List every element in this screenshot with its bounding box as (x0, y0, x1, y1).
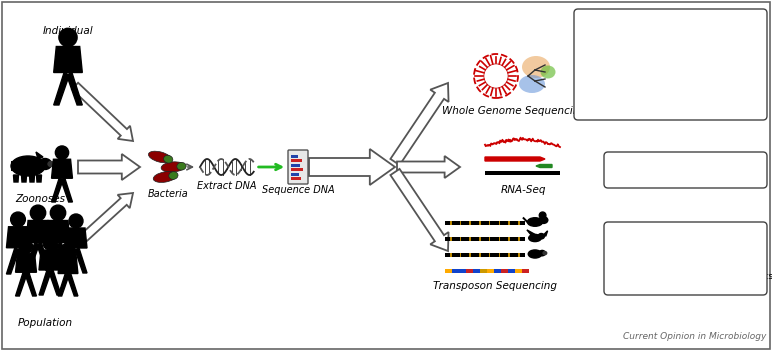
Polygon shape (22, 175, 26, 182)
Polygon shape (6, 227, 29, 248)
Text: Transposon Sequencing: Transposon Sequencing (433, 281, 557, 291)
Circle shape (62, 243, 74, 256)
Bar (469, 221, 471, 225)
Bar (291, 155, 298, 158)
Ellipse shape (528, 250, 542, 258)
Bar (452, 269, 459, 273)
Circle shape (59, 28, 77, 46)
Bar (459, 221, 461, 225)
Bar (469, 237, 471, 241)
Polygon shape (67, 273, 78, 296)
Polygon shape (397, 156, 460, 178)
Polygon shape (58, 273, 69, 296)
Polygon shape (25, 272, 36, 296)
Polygon shape (54, 46, 83, 73)
Text: RNA-Seq: RNA-Seq (500, 185, 546, 195)
FancyArrow shape (485, 157, 545, 161)
Bar (445, 253, 525, 257)
Ellipse shape (539, 250, 545, 256)
Polygon shape (46, 220, 70, 243)
Polygon shape (544, 231, 547, 236)
Bar (485, 171, 560, 175)
Ellipse shape (169, 172, 178, 179)
Polygon shape (78, 154, 140, 180)
Circle shape (50, 205, 66, 220)
FancyBboxPatch shape (604, 222, 767, 295)
Ellipse shape (48, 161, 54, 166)
Bar (466, 269, 472, 273)
Text: Current Opinion in Microbiology: Current Opinion in Microbiology (623, 332, 766, 341)
Circle shape (30, 205, 46, 220)
Polygon shape (52, 178, 63, 202)
Bar (479, 253, 481, 257)
Polygon shape (36, 175, 42, 182)
Polygon shape (46, 243, 59, 270)
Bar (508, 269, 515, 273)
Circle shape (43, 236, 57, 250)
Bar (501, 269, 508, 273)
FancyBboxPatch shape (574, 9, 767, 120)
Polygon shape (72, 83, 133, 141)
Bar (518, 237, 520, 241)
Bar (450, 253, 452, 257)
Text: Bacteria: Bacteria (147, 189, 188, 199)
Text: - Evolution of pathogenic clones: - Evolution of pathogenic clones (585, 67, 731, 76)
Ellipse shape (39, 159, 52, 170)
Text: - Within host diversification: - Within host diversification (585, 23, 709, 32)
Ellipse shape (148, 151, 171, 163)
Polygon shape (61, 178, 73, 202)
Text: - Local and global transmission: - Local and global transmission (585, 45, 726, 54)
Bar (508, 221, 510, 225)
Bar (450, 221, 452, 225)
Text: Sequence DNA: Sequence DNA (262, 185, 334, 195)
Polygon shape (58, 256, 78, 273)
Circle shape (474, 54, 518, 98)
Polygon shape (49, 270, 61, 295)
Polygon shape (15, 253, 36, 272)
Bar (518, 253, 520, 257)
Text: - Genes for tissue specificity: - Genes for tissue specificity (614, 253, 743, 262)
Polygon shape (65, 248, 77, 273)
Bar (459, 253, 461, 257)
Bar (489, 253, 490, 257)
FancyBboxPatch shape (604, 152, 767, 188)
Polygon shape (26, 220, 50, 243)
Polygon shape (65, 228, 87, 248)
Bar (508, 237, 510, 241)
Ellipse shape (519, 75, 545, 93)
Bar (522, 269, 529, 273)
Ellipse shape (164, 155, 173, 163)
Text: Individual: Individual (42, 26, 93, 36)
FancyArrow shape (536, 165, 552, 167)
Text: Whole Genome Sequencing: Whole Genome Sequencing (442, 106, 586, 116)
Text: Zoonoses: Zoonoses (15, 194, 65, 204)
Bar (487, 269, 494, 273)
Bar (489, 237, 490, 241)
Ellipse shape (527, 218, 543, 226)
Bar (494, 269, 501, 273)
Polygon shape (309, 149, 395, 185)
Text: - Global gene expression analysis: - Global gene expression analysis (614, 160, 766, 169)
Ellipse shape (540, 217, 548, 224)
Polygon shape (75, 193, 133, 246)
Bar (291, 177, 301, 180)
Ellipse shape (154, 172, 177, 183)
Bar (479, 237, 481, 241)
Bar (499, 253, 500, 257)
Ellipse shape (540, 66, 556, 79)
Bar (479, 221, 481, 225)
Polygon shape (39, 270, 51, 295)
Polygon shape (52, 159, 73, 178)
Polygon shape (57, 243, 70, 270)
Bar (489, 221, 490, 225)
Bar (473, 269, 479, 273)
Polygon shape (6, 248, 19, 274)
FancyBboxPatch shape (288, 150, 308, 184)
Bar (480, 269, 486, 273)
Bar (515, 269, 522, 273)
Circle shape (69, 214, 83, 228)
Bar (518, 221, 520, 225)
Ellipse shape (161, 162, 185, 172)
Bar (291, 168, 303, 171)
